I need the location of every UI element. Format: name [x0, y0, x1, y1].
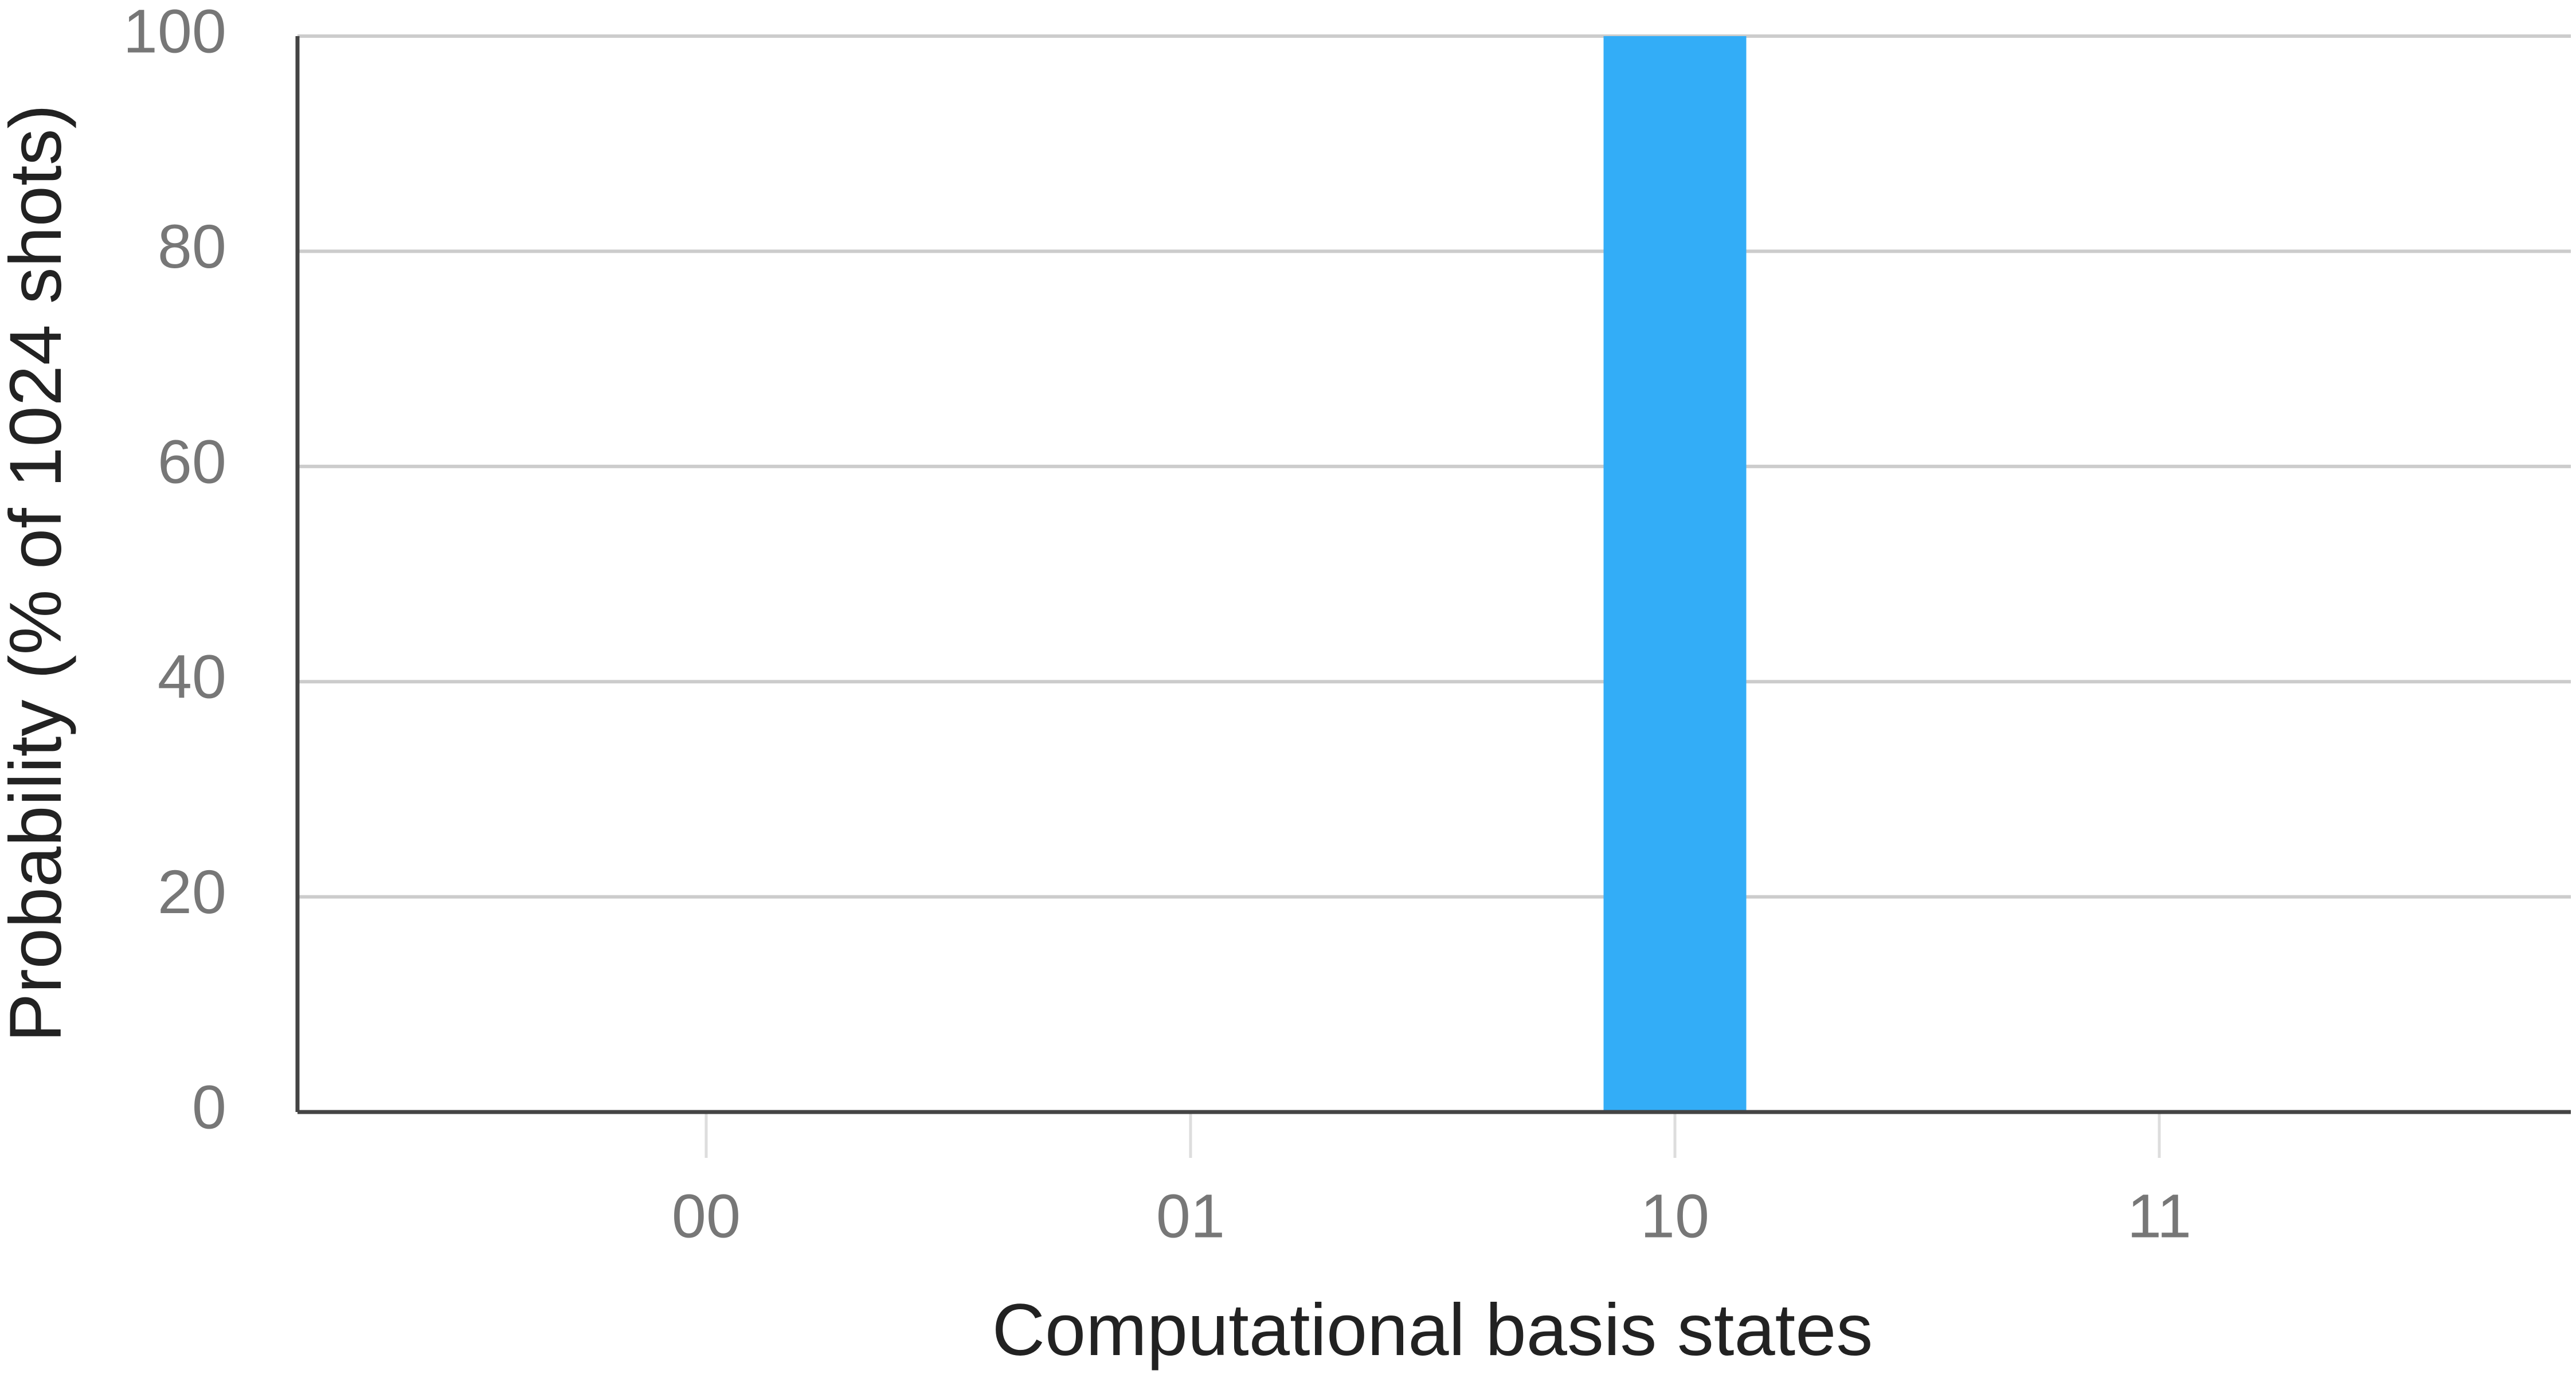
bar [1603, 36, 1747, 1112]
x-tick-label: 00 [672, 1181, 741, 1251]
y-tick-label: 100 [123, 0, 226, 66]
x-tick-label: 11 [2127, 1181, 2191, 1251]
y-tick-label: 40 [158, 642, 226, 711]
y-tick-label: 80 [158, 212, 226, 281]
y-tick-label: 0 [192, 1072, 226, 1142]
x-tick-label: 01 [1156, 1181, 1225, 1251]
y-tick-label: 60 [158, 426, 226, 496]
x-axis-title: Computational basis states [992, 1289, 1873, 1371]
x-tick-label: 10 [1641, 1181, 1709, 1251]
y-tick-label: 20 [158, 857, 226, 926]
y-axis-title: Probability (% of 1024 shots) [0, 104, 77, 1042]
